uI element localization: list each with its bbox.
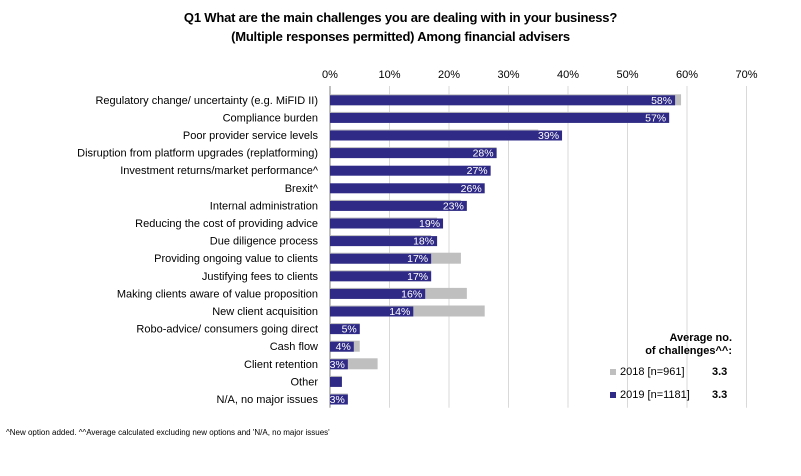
footnote: ^New option added. ^^Average calculated … <box>6 428 330 437</box>
x-tick-label: 0% <box>322 69 338 81</box>
category-label: Making clients aware of value propositio… <box>117 288 318 300</box>
bar-2019 <box>330 200 467 211</box>
bar-2019 <box>330 218 444 229</box>
bar-2019 <box>330 376 342 387</box>
legend-swatch-2019 <box>610 392 616 398</box>
bar-2019 <box>330 183 485 194</box>
data-label: 17% <box>407 271 428 283</box>
x-tick-label: 20% <box>438 69 460 81</box>
x-tick-label: 30% <box>497 69 519 81</box>
bar-chart: 0% 10% 20% 30% 40% 50% 60% 70% Regulatory change… <box>77 69 758 408</box>
data-label: 19% <box>419 218 440 230</box>
bar-2019 <box>330 288 426 299</box>
bar-2019 <box>330 130 563 141</box>
data-label: 28% <box>473 148 494 160</box>
legend-value-2018: 3.3 <box>712 366 728 378</box>
data-label: 5% <box>342 324 357 336</box>
category-label: Disruption from platform upgrades (repla… <box>77 148 318 160</box>
bar-2018 <box>330 358 378 370</box>
x-tick-label: 60% <box>676 69 698 81</box>
legend-value-2019: 3.3 <box>712 389 728 401</box>
legend-label-2018: 2018 [n=961] <box>620 366 685 378</box>
bar-2019 <box>330 341 354 352</box>
bar-2019 <box>330 148 497 159</box>
bar-2019 <box>330 165 491 176</box>
data-label: 17% <box>407 253 428 265</box>
data-label: 58% <box>651 95 672 107</box>
category-label: Providing ongoing value to clients <box>154 253 318 265</box>
bar-2019 <box>330 394 348 405</box>
x-tick-label: 40% <box>557 69 579 81</box>
category-label: Client retention <box>244 359 318 371</box>
category-label: Investment returns/market performance^ <box>120 165 319 177</box>
x-tick-label: 10% <box>378 69 400 81</box>
bar-2019 <box>330 271 432 282</box>
category-label: Internal administration <box>210 200 318 212</box>
category-label: Justifying fees to clients <box>202 271 319 283</box>
bar-2019 <box>330 95 676 106</box>
category-label: Poor provider service levels <box>183 130 319 142</box>
data-label: 26% <box>461 183 482 195</box>
legend-heading: Average no. of challenges^^: <box>645 332 732 357</box>
category-label: Due diligence process <box>210 236 319 248</box>
legend-swatch-2018 <box>610 369 616 375</box>
data-label: 3% <box>330 394 345 406</box>
data-label: 57% <box>645 112 666 124</box>
bar-2019 <box>330 253 432 264</box>
bar-2019 <box>330 236 438 247</box>
bar-2019 <box>330 324 360 335</box>
data-label: 14% <box>389 306 410 318</box>
category-label: Other <box>290 376 318 388</box>
category-label: Robo-advice/ consumers going direct <box>136 324 318 336</box>
category-label: Compliance burden <box>223 112 318 124</box>
data-label: 18% <box>413 236 434 248</box>
category-label: New client acquisition <box>212 306 318 318</box>
legend-item-2019: 2019 [n=1181] <box>610 389 690 401</box>
category-label: Regulatory change/ uncertainty (e.g. MiF… <box>95 95 318 107</box>
data-label: 4% <box>336 341 351 353</box>
chart-title: Q1 What are the main challenges you are … <box>183 10 618 25</box>
legend-label-2019: 2019 [n=1181] <box>620 389 690 401</box>
bar-2019 <box>330 306 414 317</box>
category-label: Reducing the cost of providing advice <box>135 218 318 230</box>
chart-subtitle: (Multiple responses permitted) Among fin… <box>231 29 570 44</box>
category-label: N/A, no major issues <box>217 394 319 406</box>
data-label: 3% <box>330 359 345 371</box>
category-label: Cash flow <box>270 341 318 353</box>
x-tick-label: 70% <box>735 69 757 81</box>
x-tick-label: 50% <box>616 69 638 81</box>
category-label: Brexit^ <box>285 183 319 195</box>
data-label: 27% <box>467 165 488 177</box>
data-label: 39% <box>538 130 559 142</box>
bar-2019 <box>330 112 670 123</box>
legend-item-2018: 2018 [n=961] <box>610 366 685 378</box>
bar-2019 <box>330 359 348 370</box>
data-label: 23% <box>443 200 464 212</box>
data-label: 16% <box>401 288 422 300</box>
